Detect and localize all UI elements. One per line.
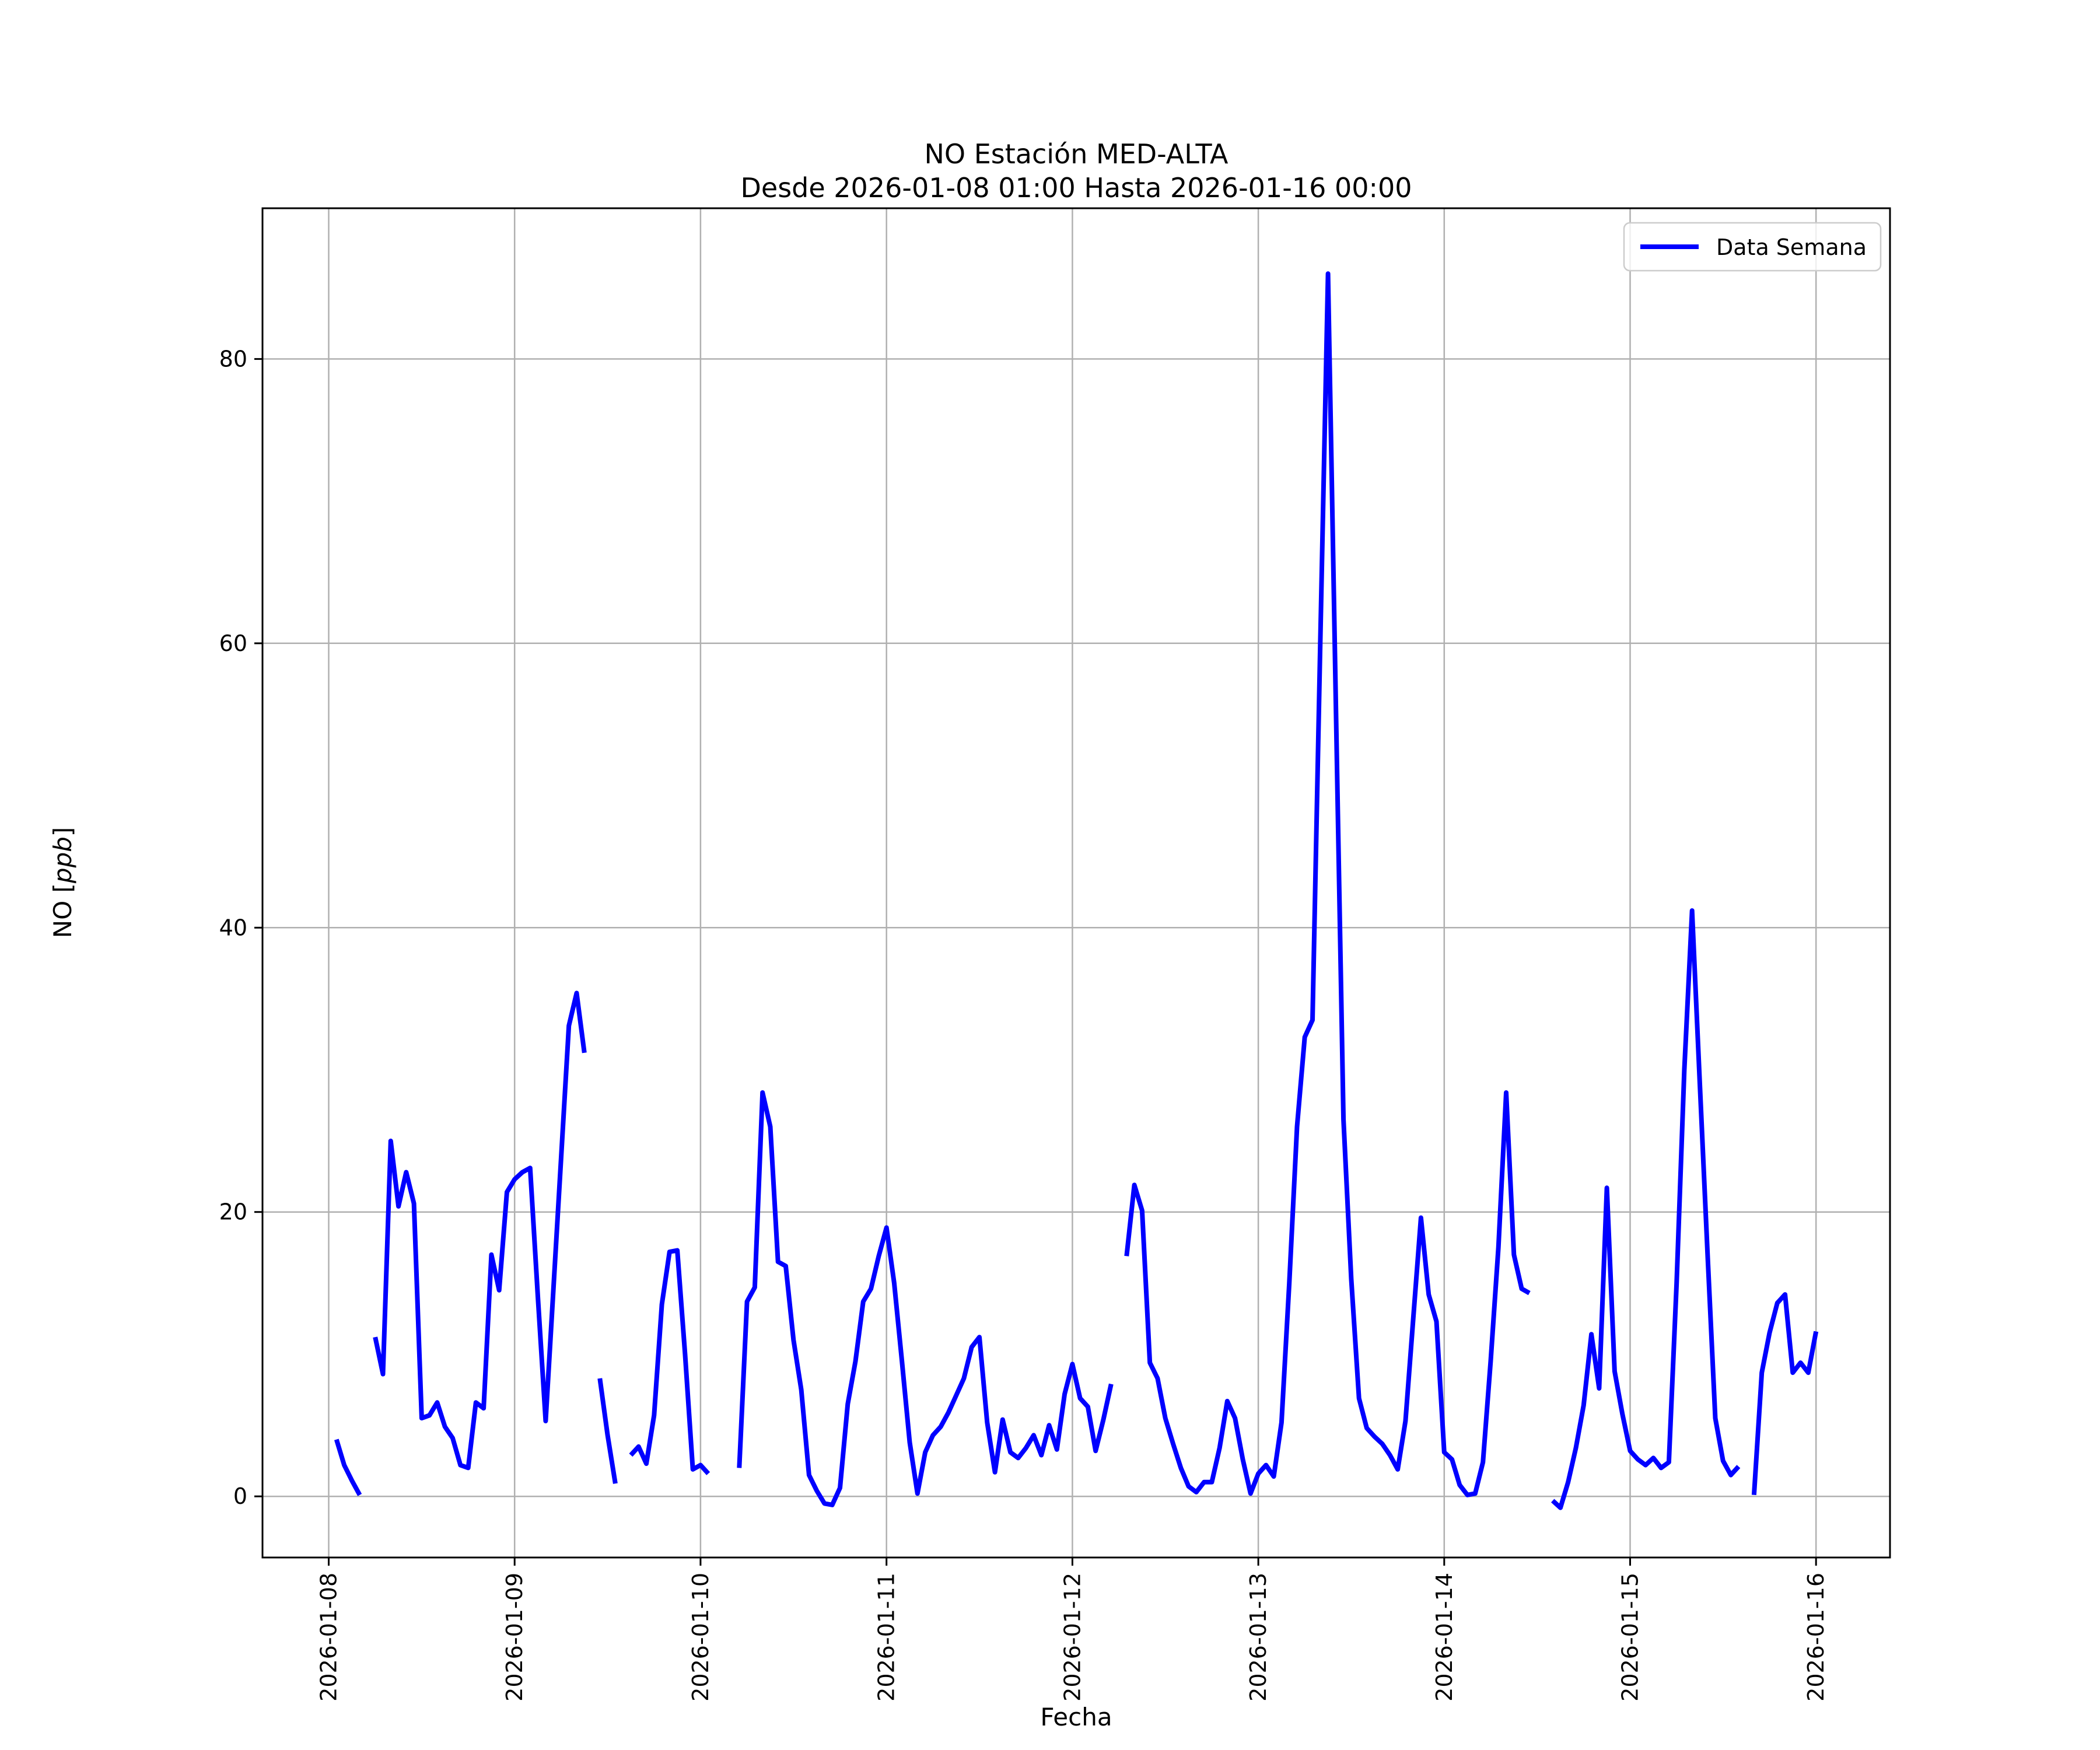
x-tick-label: 2026-01-09 bbox=[502, 1573, 527, 1702]
x-tick-label: 2026-01-14 bbox=[1432, 1573, 1457, 1702]
y-tick-label: 40 bbox=[219, 915, 247, 940]
x-tick-label: 2026-01-10 bbox=[688, 1573, 713, 1702]
data-line bbox=[334, 271, 1819, 1510]
x-tick-label: 2026-01-15 bbox=[1618, 1573, 1643, 1702]
axis-tick-labels: 2026-01-08 2026-01-09 2026-01-10 2026-01-11… bbox=[219, 346, 1829, 1701]
data-series-line bbox=[334, 271, 1819, 1510]
legend: Data Semana bbox=[1623, 222, 1882, 272]
y-axis-label: NO [ppb] bbox=[48, 827, 77, 939]
grid bbox=[262, 208, 1890, 1558]
y-axis-label-prefix: NO [ bbox=[48, 883, 77, 938]
x-tick-label: 2026-01-16 bbox=[1803, 1573, 1829, 1702]
y-axis-label-suffix: ] bbox=[48, 827, 77, 836]
chart-subtitle: Desde 2026-01-08 01:00 Hasta 2026-01-16 … bbox=[740, 172, 1412, 204]
chart-title: NO Estación MED-ALTA bbox=[924, 138, 1228, 170]
x-tick-label: 2026-01-11 bbox=[874, 1573, 900, 1702]
plot-area bbox=[261, 207, 1891, 1559]
x-axis-label: Fecha bbox=[1040, 1703, 1112, 1731]
x-tick-label: 2026-01-12 bbox=[1059, 1573, 1085, 1702]
y-tick-label: 80 bbox=[219, 346, 247, 372]
y-tick-label: 0 bbox=[233, 1483, 247, 1509]
y-axis-label-unit: ppb bbox=[48, 836, 77, 884]
y-tick-label: 20 bbox=[219, 1199, 247, 1225]
x-tick-label: 2026-01-08 bbox=[316, 1573, 342, 1702]
legend-box bbox=[1623, 222, 1882, 272]
x-tick-label: 2026-01-13 bbox=[1245, 1573, 1271, 1702]
axis-ticks bbox=[254, 358, 1817, 1566]
y-tick-label: 60 bbox=[219, 631, 247, 656]
legend-label: Data Semana bbox=[1716, 235, 1867, 260]
